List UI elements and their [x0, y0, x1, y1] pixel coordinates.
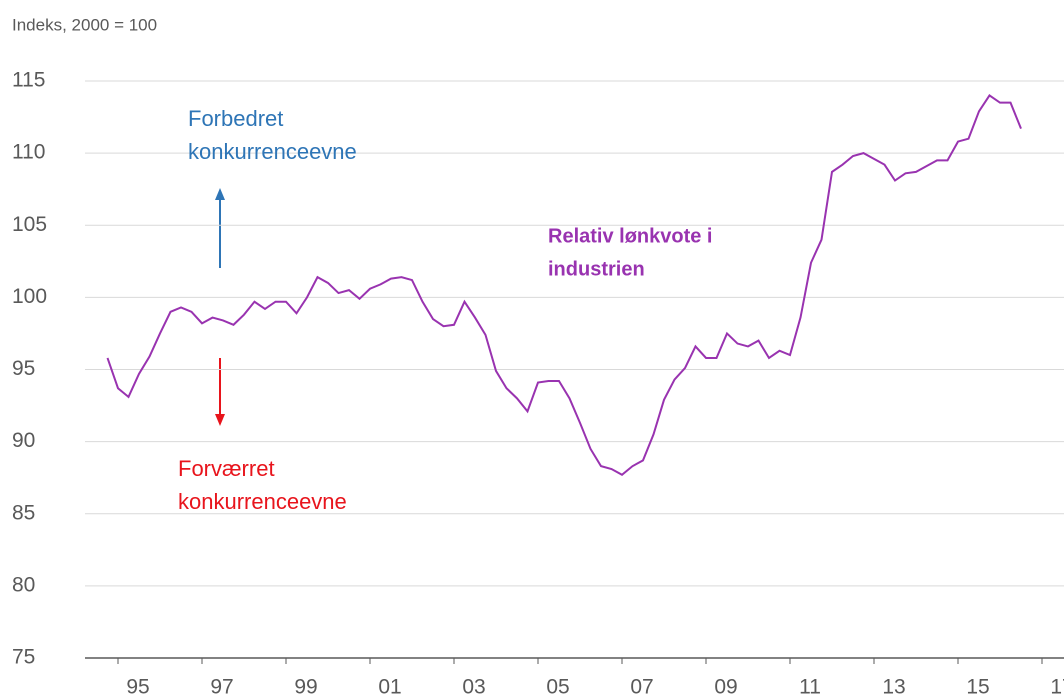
x-tick-label: 11: [799, 676, 821, 697]
x-tick-label: 09: [714, 676, 737, 697]
x-tick-label: 03: [462, 676, 485, 697]
y-tick-label: 95: [12, 357, 35, 380]
x-tick-label: 97: [210, 676, 233, 697]
x-tick-label: 05: [546, 676, 569, 697]
x-tick-label: 13: [882, 676, 905, 697]
y-tick-label: 90: [12, 429, 35, 452]
y-tick-label: 75: [12, 646, 35, 669]
annotation: industrien: [548, 258, 645, 280]
arrow-up-head: [215, 188, 225, 200]
x-tick-label: 07: [630, 676, 653, 697]
y-tick-label: 85: [12, 501, 35, 524]
y-tick-label: 100: [12, 285, 47, 308]
y-tick-label: 110: [12, 141, 45, 164]
x-tick-label: 17: [1050, 676, 1064, 697]
annotation: Forværret: [178, 456, 275, 481]
annotation: Forbedret: [188, 106, 283, 131]
annotation: konkurrenceevne: [188, 139, 357, 164]
y-tick-label: 80: [12, 573, 35, 596]
line-series: [106, 94, 1022, 477]
annotation: Relativ lønkvote i: [548, 225, 713, 247]
subtitle: Indeks, 2000 = 100: [12, 15, 157, 34]
y-tick-label: 105: [12, 213, 47, 236]
annotation: konkurrenceevne: [178, 489, 347, 514]
x-tick-label: 01: [378, 676, 401, 697]
arrow-down-head: [215, 414, 225, 426]
x-tick-label: 95: [126, 676, 149, 697]
y-tick-label: 115: [12, 69, 45, 92]
x-tick-label: 15: [966, 676, 989, 697]
x-tick-label: 99: [294, 676, 317, 697]
